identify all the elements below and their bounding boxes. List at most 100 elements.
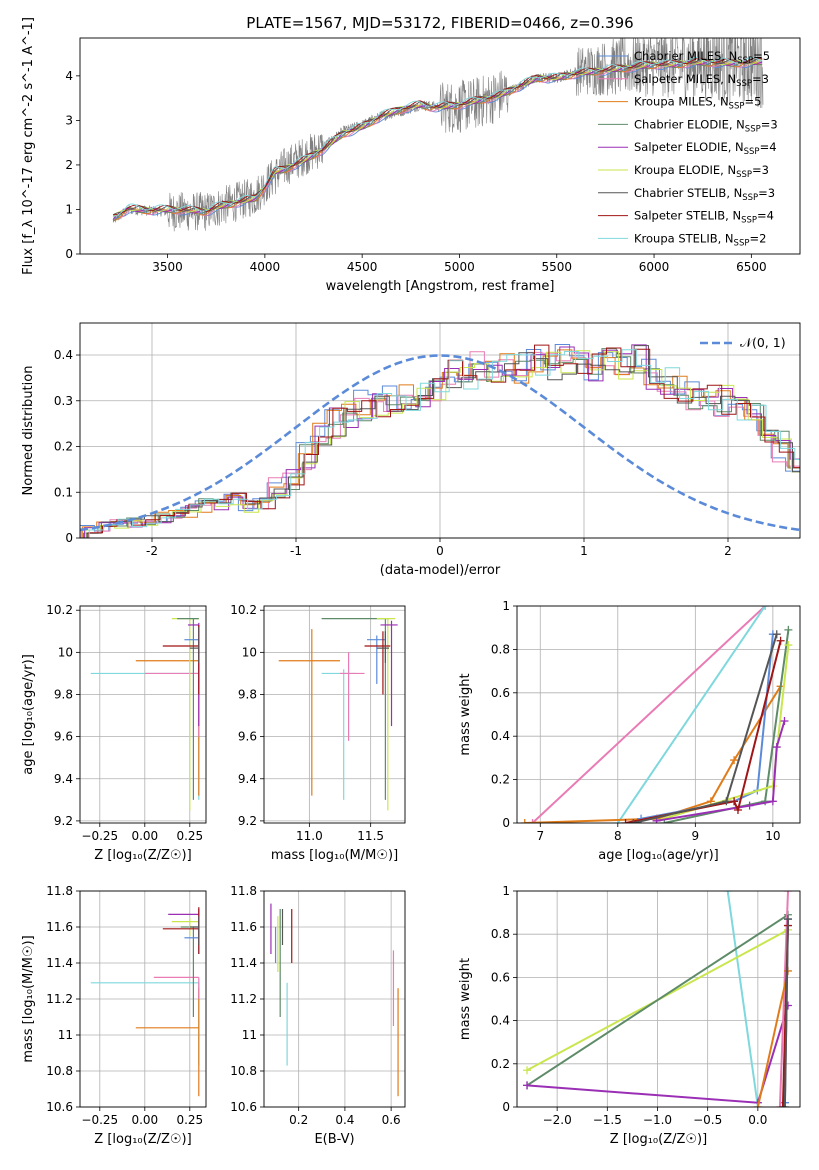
y-axis-label: mass weight xyxy=(458,958,473,1040)
x-axis-label: mass [log₁₀(M/M☉)] xyxy=(271,848,398,863)
plot-area xyxy=(80,344,800,538)
residual-histogram xyxy=(87,344,800,538)
legend-label: Chabrier ELODIE, NSSP=3 xyxy=(634,117,778,134)
plot-area xyxy=(112,38,764,232)
x-tick-label: 9 xyxy=(692,829,700,843)
plot-area xyxy=(90,907,200,1097)
legend-label-main: Chabrier ELODIE, N xyxy=(634,117,745,131)
weight-point-marker xyxy=(753,1103,762,1107)
legend-label-sub: SSP xyxy=(734,238,750,248)
y-tick-label: 0.6 xyxy=(491,970,510,984)
legend-label-main: Kroupa MILES, N xyxy=(634,95,729,109)
weight-series-line xyxy=(526,913,789,1087)
legend-label: Kroupa MILES, NSSP=5 xyxy=(634,95,761,112)
legend-label: 𝒩(0, 1) xyxy=(740,335,786,350)
y-tick-label: 0 xyxy=(65,247,73,261)
y-axis-label: mass weight xyxy=(458,673,473,755)
x-tick-label: -2 xyxy=(146,544,158,558)
plot-area xyxy=(270,903,399,1097)
x-tick-label: 5000 xyxy=(444,260,475,274)
weight-point-marker xyxy=(629,819,638,823)
weight-point-marker xyxy=(780,1103,789,1107)
legend-label-value: =4 xyxy=(760,140,777,154)
y-tick-label: 9.2 xyxy=(54,814,73,828)
y-tick-label: 0.3 xyxy=(54,394,73,408)
weight-point-marker xyxy=(772,743,781,752)
y-tick-label: 0 xyxy=(502,816,510,830)
x-tick-label: 0.0 xyxy=(748,1113,767,1127)
weight-series-line xyxy=(756,970,789,1107)
x-tick-label: 0.2 xyxy=(289,1113,308,1127)
legend-label-value: =3 xyxy=(752,72,769,86)
x-axis-label: (data-model)/error xyxy=(380,563,501,578)
legend-label-value: =5 xyxy=(744,95,761,109)
x-tick-label: 8 xyxy=(614,829,622,843)
y-tick-label: 0.2 xyxy=(491,773,510,787)
y-tick-label: 10 xyxy=(242,645,257,659)
y-tick-label: 0 xyxy=(502,1100,510,1114)
y-tick-label: 11.8 xyxy=(230,884,257,898)
legend-label-sub: SSP xyxy=(736,79,752,89)
x-tick-label: 0.25 xyxy=(176,1113,203,1127)
residual-histogram xyxy=(80,351,800,538)
axes-frame xyxy=(79,890,207,1108)
legend-label-main: Kroupa STELIB, N xyxy=(634,231,734,245)
weight-point-marker xyxy=(733,805,742,814)
weight-point-marker xyxy=(761,606,770,610)
x-tick-label: 0.4 xyxy=(335,1113,354,1127)
weight-series-line xyxy=(616,606,766,823)
figure-title: PLATE=1567, MJD=53172, FIBERID=0466, z=0… xyxy=(246,14,633,32)
y-tick-label: 0.1 xyxy=(54,485,73,499)
residual-histogram xyxy=(80,344,800,538)
plot-area xyxy=(523,891,792,1107)
residual-histogram xyxy=(81,349,800,538)
legend-label: Kroupa ELODIE, NSSP=3 xyxy=(634,163,769,180)
y-tick-label: 0.6 xyxy=(491,686,510,700)
legend-label-sub: SSP xyxy=(745,124,761,134)
weight-point-marker xyxy=(783,915,792,924)
x-tick-label: 3500 xyxy=(152,260,183,274)
x-tick-label: 11.5 xyxy=(357,829,384,843)
legend-label-main: Kroupa ELODIE, N xyxy=(634,163,736,177)
y-tick-label: 11 xyxy=(58,1028,73,1042)
weight-series-line xyxy=(524,685,782,823)
y-tick-label: 0.2 xyxy=(54,440,73,454)
weight-series-line xyxy=(726,891,759,1107)
weight-point-marker xyxy=(784,625,793,634)
legend-label-main: Salpeter MILES, N xyxy=(634,72,736,86)
axes-frame xyxy=(516,890,801,1108)
weight-series-line xyxy=(625,640,782,823)
x-tick-label: −2.0 xyxy=(543,1113,572,1127)
x-axis-label: wavelength [Angstrom, rest frame] xyxy=(326,279,555,294)
weight-point-marker xyxy=(730,797,739,806)
axes-frame xyxy=(79,605,207,824)
x-tick-label: −1.5 xyxy=(593,1113,622,1127)
x-tick-label: 7 xyxy=(536,829,544,843)
weight-point-marker xyxy=(775,1103,784,1107)
x-tick-label: 11.0 xyxy=(296,829,323,843)
y-tick-label: 9.2 xyxy=(238,814,257,828)
y-tick-label: 1 xyxy=(65,202,73,216)
residual-histogram xyxy=(86,345,800,538)
mass-vs-extinction-panel: 0.2 0.4 0.6 10.6 10.8 11 11.2 11.4 11.6 11.8 E(B-V… xyxy=(230,884,406,1147)
y-tick-label: 3 xyxy=(65,113,73,127)
weight-vs-age-panel: 7 8 9 10 0 0.2 0.4 0.6 0.8 1 age [log₁₀(age/yr)] ma… xyxy=(458,599,801,863)
y-tick-label: 10 xyxy=(58,645,73,659)
legend-label-value: =2 xyxy=(749,231,766,245)
weight-point-marker xyxy=(780,717,789,726)
age-vs-metallicity-panel: −0.25 0.00 0.25 9.2 9.4 9.6 9.8 10 10.2 Z [log₁₀(… xyxy=(21,603,207,863)
weight-point-marker xyxy=(784,641,793,650)
legend-label-value: =5 xyxy=(753,49,770,63)
weight-point-marker xyxy=(768,797,777,806)
y-axis-label: mass [log₁₀(M/M☉)] xyxy=(21,935,36,1062)
x-axis-label: Z [log₁₀(Z/Z☉)] xyxy=(94,1132,191,1147)
x-tick-label: 2 xyxy=(724,544,732,558)
legend-label-main: Salpeter STELIB, N xyxy=(634,209,741,223)
legend-label-value: =3 xyxy=(758,186,775,200)
x-tick-label: 4500 xyxy=(347,260,378,274)
model-fit-line xyxy=(112,57,763,216)
residual-histogram xyxy=(85,350,800,538)
y-tick-label: 9.6 xyxy=(238,730,257,744)
legend-label-sub: SSP xyxy=(741,216,757,226)
